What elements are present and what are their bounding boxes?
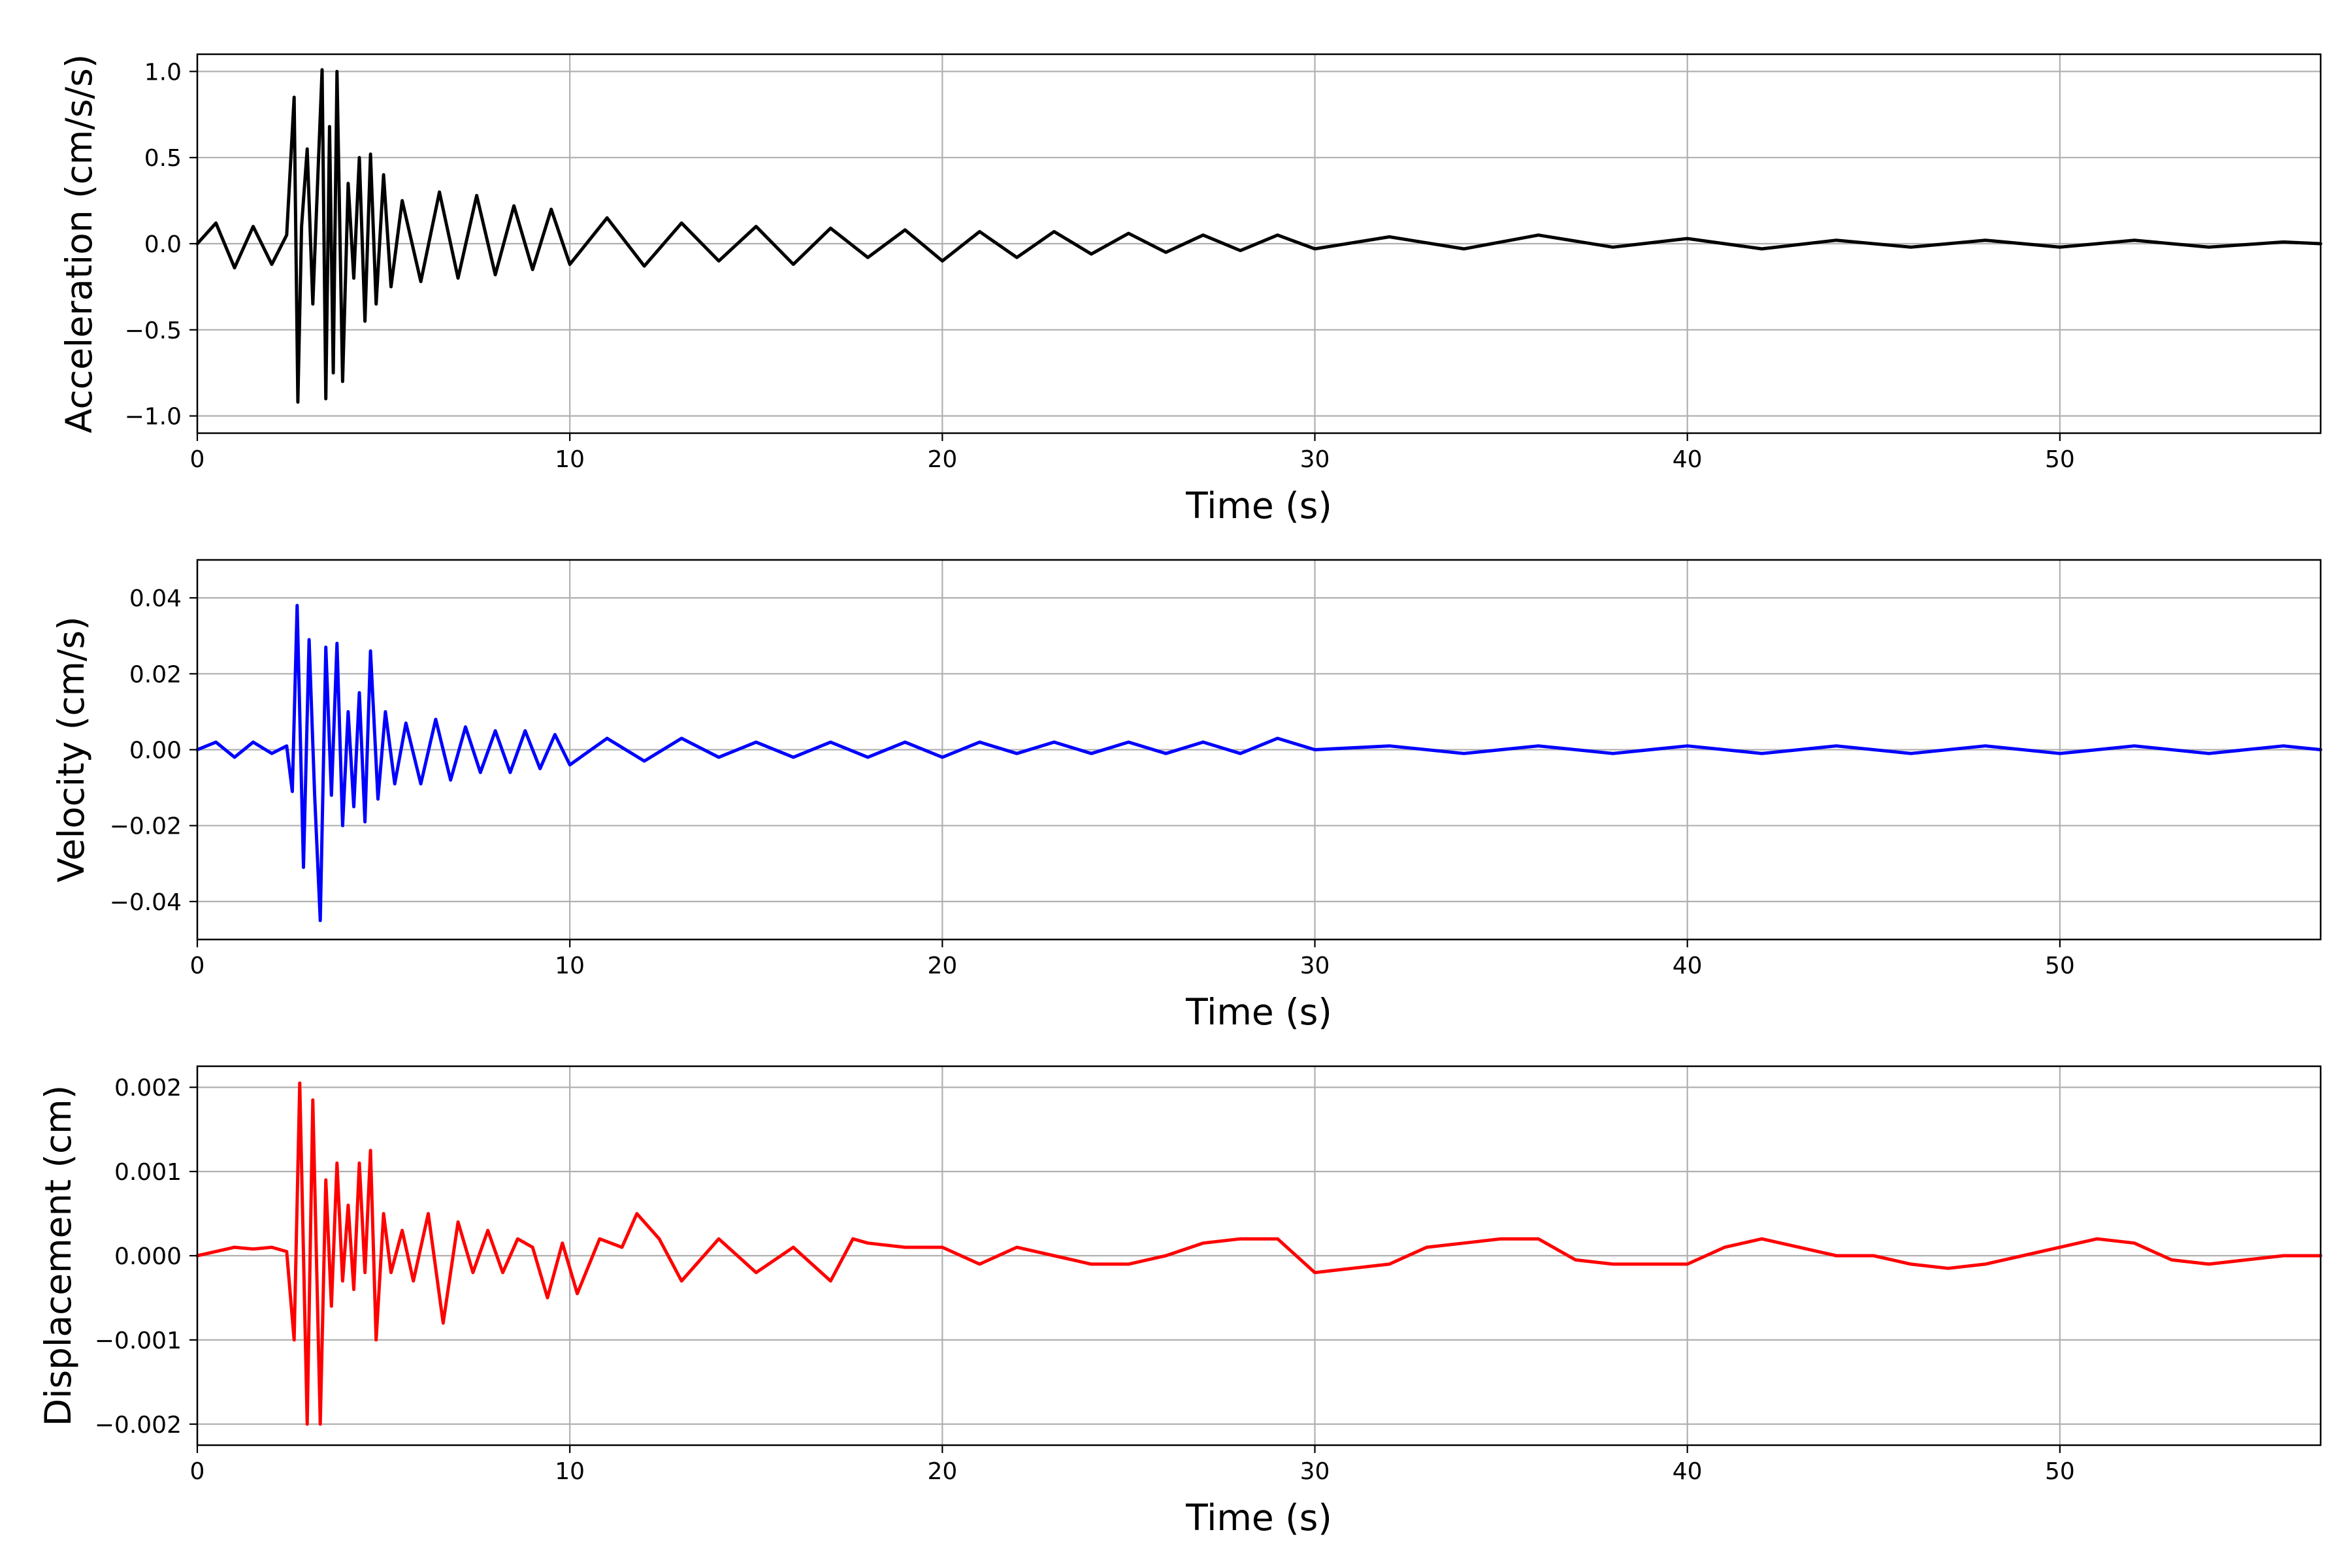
velocity-ytick-label-1: −0.02 bbox=[110, 813, 182, 840]
acceleration-xtick-label-3: 30 bbox=[1300, 446, 1330, 473]
velocity-xtick-label-1: 10 bbox=[555, 953, 585, 979]
velocity-xlabel: Time (s) bbox=[1185, 991, 1332, 1033]
acceleration-xtick-label-0: 0 bbox=[190, 446, 205, 473]
displacement-grid bbox=[196, 1066, 2321, 1445]
velocity-trace bbox=[195, 604, 2323, 923]
velocity-panel: 0 10 20 30 40 50 −0.04 −0.02 0.00 0.02 0.04 Time (s… bbox=[50, 559, 2323, 1033]
velocity-grid bbox=[196, 560, 2321, 939]
displacement-ytick-label-4: 0.002 bbox=[114, 1075, 182, 1102]
displacement-xtick-label-5: 50 bbox=[2045, 1458, 2075, 1485]
displacement-xtick-label-1: 10 bbox=[555, 1458, 585, 1485]
velocity-xtick-label-2: 20 bbox=[927, 953, 957, 979]
acceleration-ylabel: Acceleration (cm/s/s) bbox=[58, 54, 100, 433]
acceleration-xtick-label-2: 20 bbox=[927, 446, 957, 473]
acceleration-ytick-label-2: 0.0 bbox=[144, 231, 182, 258]
velocity-xtick-label-5: 50 bbox=[2045, 953, 2075, 979]
displacement-xlabel: Time (s) bbox=[1185, 1497, 1332, 1539]
velocity-ytick-label-2: 0.00 bbox=[129, 738, 182, 764]
acceleration-panel: 0 10 20 30 40 50 −1.0 −0.5 0.0 0.5 1.0 Time (s) Acce… bbox=[58, 53, 2323, 527]
acceleration-grid bbox=[196, 54, 2321, 433]
velocity-ylabel: Velocity (cm/s) bbox=[50, 616, 92, 882]
velocity-xtick-label-0: 0 bbox=[190, 953, 205, 979]
acceleration-xtick-label-1: 10 bbox=[555, 446, 585, 473]
displacement-panel: 0 10 20 30 40 50 −0.002 −0.001 0.000 0.001 0.002 Ti… bbox=[37, 1065, 2323, 1539]
displacement-xtick-label-0: 0 bbox=[190, 1458, 205, 1485]
velocity-ytick-label-3: 0.02 bbox=[129, 661, 182, 688]
displacement-xtick-label-3: 30 bbox=[1300, 1458, 1330, 1485]
acceleration-ytick-label-4: 1.0 bbox=[144, 59, 182, 86]
acceleration-xtick-label-5: 50 bbox=[2045, 446, 2075, 473]
acceleration-trace bbox=[195, 68, 2323, 404]
velocity-ytick-label-4: 0.04 bbox=[129, 585, 182, 612]
displacement-ylabel: Displacement (cm) bbox=[37, 1085, 79, 1426]
velocity-xtick-label-3: 30 bbox=[1300, 953, 1330, 979]
displacement-ytick-label-1: −0.001 bbox=[95, 1328, 182, 1354]
acceleration-ytick-label-1: −0.5 bbox=[125, 318, 182, 344]
acceleration-xlabel: Time (s) bbox=[1185, 485, 1332, 527]
displacement-trace bbox=[195, 1081, 2323, 1426]
velocity-ytick-label-0: −0.04 bbox=[110, 889, 182, 916]
displacement-ytick-label-0: −0.002 bbox=[95, 1412, 182, 1439]
displacement-xtick-label-2: 20 bbox=[927, 1458, 957, 1485]
acceleration-ytick-label-0: −1.0 bbox=[125, 404, 182, 431]
displacement-xtick-label-4: 40 bbox=[1673, 1458, 1703, 1485]
acceleration-xtick-label-4: 40 bbox=[1673, 446, 1703, 473]
velocity-xtick-label-4: 40 bbox=[1673, 953, 1703, 979]
acceleration-ytick-label-3: 0.5 bbox=[144, 145, 182, 172]
displacement-ytick-label-2: 0.000 bbox=[114, 1243, 182, 1270]
displacement-ytick-label-3: 0.001 bbox=[114, 1159, 182, 1186]
